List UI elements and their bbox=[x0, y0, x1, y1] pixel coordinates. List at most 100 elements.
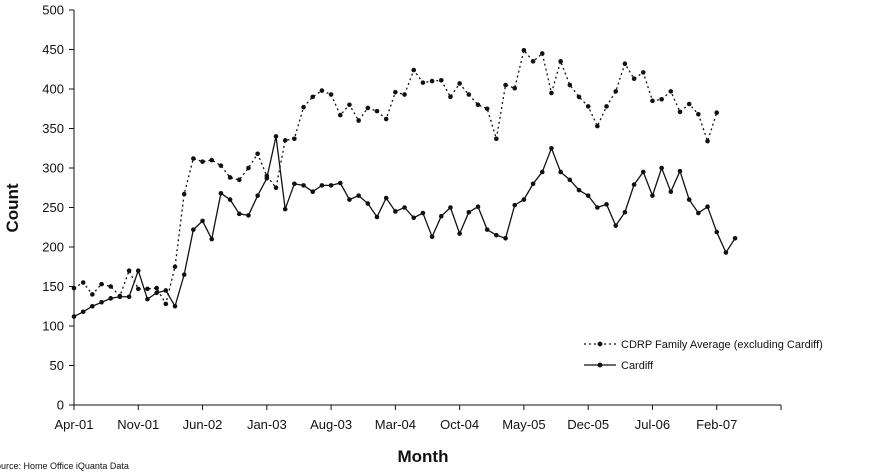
legend: CDRP Family Average (excluding Cardiff) … bbox=[584, 339, 823, 372]
data-point bbox=[595, 123, 600, 129]
data-point bbox=[539, 169, 545, 175]
data-point bbox=[732, 236, 738, 241]
data-point bbox=[696, 111, 701, 117]
data-point bbox=[347, 102, 352, 108]
data-point bbox=[714, 229, 720, 235]
data-point bbox=[319, 183, 325, 188]
data-point bbox=[218, 163, 224, 168]
x-tick-label: Jul-06 bbox=[635, 417, 670, 432]
series-line bbox=[73, 136, 736, 318]
data-point bbox=[429, 78, 435, 84]
data-point bbox=[475, 204, 481, 210]
y-tick-label: 400 bbox=[42, 82, 64, 97]
data-point bbox=[172, 264, 178, 270]
data-point bbox=[365, 105, 371, 111]
data-point bbox=[337, 180, 343, 186]
data-point bbox=[282, 138, 288, 143]
data-point bbox=[172, 303, 178, 309]
data-point bbox=[530, 181, 536, 187]
x-tick-label: Aug-03 bbox=[310, 417, 352, 432]
data-point bbox=[328, 183, 334, 188]
data-point bbox=[448, 205, 453, 210]
data-point bbox=[282, 206, 288, 212]
data-point bbox=[374, 108, 380, 114]
data-point bbox=[521, 47, 527, 53]
data-point bbox=[466, 92, 472, 97]
data-point bbox=[659, 165, 664, 171]
x-tick-label: May-05 bbox=[502, 417, 545, 432]
data-point bbox=[705, 204, 710, 210]
data-point bbox=[677, 168, 683, 174]
data-point bbox=[512, 85, 518, 91]
data-point bbox=[650, 193, 655, 198]
data-point bbox=[227, 175, 233, 180]
data-point bbox=[374, 214, 380, 220]
x-tick-label: Nov-01 bbox=[117, 417, 159, 432]
data-point bbox=[181, 191, 187, 197]
data-point bbox=[484, 227, 490, 232]
data-point bbox=[154, 290, 159, 296]
series-cardiff bbox=[71, 134, 738, 319]
data-point bbox=[576, 94, 582, 100]
data-point bbox=[301, 183, 306, 188]
data-point bbox=[99, 300, 104, 305]
data-point bbox=[209, 236, 215, 242]
data-point bbox=[640, 169, 646, 175]
data-point bbox=[191, 156, 196, 161]
y-tick-label: 500 bbox=[42, 3, 64, 18]
data-point bbox=[420, 210, 426, 216]
data-point bbox=[503, 82, 508, 88]
data-point bbox=[301, 104, 306, 110]
data-point bbox=[668, 189, 674, 194]
data-point bbox=[677, 109, 683, 115]
data-point bbox=[668, 89, 674, 94]
legend-label-cdrp: CDRP Family Average (excluding Cardiff) bbox=[621, 339, 823, 351]
data-point bbox=[273, 134, 279, 139]
data-point bbox=[448, 94, 453, 100]
data-point bbox=[236, 177, 242, 183]
data-point bbox=[696, 210, 701, 216]
data-point bbox=[145, 286, 150, 292]
y-axis: 0 50 100 150 200 250 300 350 400 450 500 bbox=[42, 3, 75, 413]
data-point bbox=[659, 96, 664, 102]
data-point bbox=[200, 159, 205, 164]
data-point bbox=[393, 89, 398, 95]
y-axis-title: Count bbox=[3, 183, 22, 232]
data-point bbox=[411, 215, 417, 221]
legend-marker-cardiff bbox=[597, 362, 603, 368]
x-tick-label: Mar-04 bbox=[375, 417, 416, 432]
data-point bbox=[191, 227, 196, 232]
data-point bbox=[650, 98, 655, 104]
x-tick-label: Jan-03 bbox=[247, 417, 287, 432]
data-point bbox=[71, 285, 77, 291]
data-point bbox=[365, 201, 371, 206]
data-point bbox=[90, 303, 95, 309]
data-point bbox=[383, 195, 389, 201]
data-point bbox=[393, 209, 398, 214]
data-point bbox=[255, 193, 260, 198]
legend-item-cdrp: CDRP Family Average (excluding Cardiff) bbox=[584, 339, 823, 351]
data-point bbox=[631, 76, 637, 82]
data-point bbox=[714, 110, 720, 115]
data-point bbox=[80, 280, 86, 285]
data-point bbox=[200, 218, 205, 224]
y-tick-label: 250 bbox=[42, 200, 64, 215]
x-tick-label: Feb-07 bbox=[696, 417, 737, 432]
data-point bbox=[402, 205, 407, 210]
data-point bbox=[567, 177, 573, 183]
data-point bbox=[484, 106, 490, 112]
data-point bbox=[319, 88, 325, 93]
data-point bbox=[549, 145, 554, 151]
data-point bbox=[255, 151, 260, 157]
x-axis-title: Month bbox=[398, 447, 449, 466]
series-line bbox=[73, 48, 718, 306]
data-point bbox=[108, 284, 114, 289]
data-point bbox=[328, 92, 334, 97]
data-point bbox=[218, 190, 224, 196]
data-point bbox=[457, 81, 462, 86]
data-point bbox=[356, 193, 361, 198]
data-point bbox=[292, 181, 297, 187]
data-point bbox=[126, 268, 132, 274]
y-tick-label: 450 bbox=[42, 42, 64, 57]
